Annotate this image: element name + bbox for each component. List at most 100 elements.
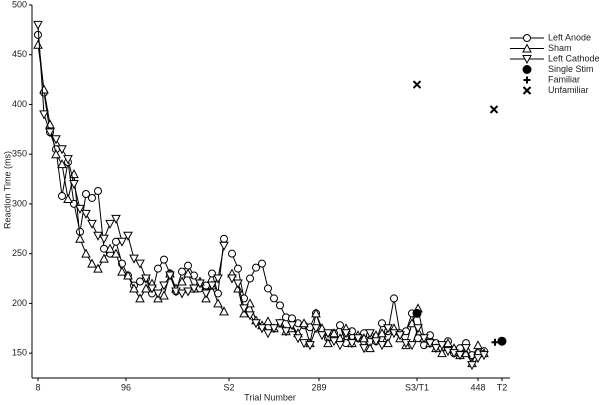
marker — [147, 284, 157, 294]
marker — [39, 84, 49, 94]
legend-label: Unfamiliar — [548, 85, 589, 95]
marker — [276, 301, 284, 310]
marker — [99, 253, 109, 263]
marker — [183, 287, 193, 297]
marker — [390, 294, 398, 303]
marker — [105, 219, 115, 229]
y-tick-label: 450 — [12, 49, 27, 59]
marker — [412, 80, 422, 89]
marker — [359, 344, 369, 354]
marker — [252, 263, 260, 272]
legend-marker — [523, 76, 531, 84]
y-tick-label: 300 — [12, 198, 27, 208]
marker — [39, 110, 49, 120]
x-axis-label: Trial Number — [244, 392, 296, 402]
marker — [81, 209, 91, 219]
marker — [141, 283, 151, 293]
x-tick-label: 8 — [35, 382, 40, 392]
marker — [135, 259, 145, 269]
series — [33, 39, 489, 368]
marker — [129, 254, 139, 264]
marker — [264, 284, 272, 293]
marker — [455, 351, 465, 361]
marker — [123, 270, 133, 280]
marker — [311, 324, 321, 334]
marker — [413, 309, 421, 317]
legend-marker — [523, 34, 531, 42]
marker — [213, 298, 223, 308]
marker — [305, 341, 315, 351]
marker — [141, 274, 151, 284]
marker — [479, 351, 489, 361]
marker — [425, 339, 435, 349]
marker — [82, 189, 90, 198]
marker — [129, 283, 139, 293]
marker — [246, 274, 254, 283]
y-tick-label: 150 — [12, 348, 27, 358]
marker — [81, 248, 91, 258]
marker — [159, 281, 169, 291]
marker — [88, 193, 96, 202]
marker — [443, 338, 453, 348]
marker — [377, 328, 387, 338]
marker — [69, 180, 79, 190]
marker — [51, 149, 61, 159]
marker — [111, 214, 121, 224]
y-tick-label: 500 — [12, 0, 27, 9]
marker — [287, 321, 297, 331]
marker — [299, 318, 309, 328]
x-tick-label: 96 — [121, 382, 131, 392]
marker — [33, 39, 43, 49]
marker — [201, 289, 211, 299]
legend-marker — [522, 43, 532, 53]
marker — [467, 361, 477, 371]
marker — [431, 344, 441, 354]
x-tick-label: T2 — [497, 382, 508, 392]
marker — [359, 333, 369, 343]
legend-label: Left Anode — [548, 32, 591, 42]
marker — [365, 343, 375, 353]
marker — [288, 314, 296, 323]
marker — [63, 193, 73, 203]
legend-label: Left Cathode — [548, 53, 600, 63]
marker — [233, 279, 243, 289]
marker — [365, 329, 375, 339]
marker — [251, 319, 261, 329]
marker — [461, 344, 471, 354]
marker — [257, 324, 267, 334]
y-tick-label: 250 — [12, 248, 27, 258]
marker — [189, 284, 199, 294]
marker — [159, 290, 169, 300]
marker — [160, 255, 168, 264]
marker — [311, 308, 321, 318]
marker — [269, 324, 279, 334]
marker — [335, 341, 345, 351]
marker — [184, 261, 192, 270]
legend-marker — [522, 86, 532, 95]
marker — [353, 334, 363, 344]
marker — [213, 274, 223, 284]
marker — [58, 191, 66, 200]
marker — [219, 241, 229, 251]
marker — [94, 187, 102, 196]
marker — [473, 340, 483, 350]
marker — [323, 329, 333, 339]
marker — [263, 316, 273, 326]
series — [33, 20, 489, 371]
marker — [263, 329, 273, 339]
x-tick-label: S3/T1 — [405, 382, 429, 392]
marker — [57, 159, 67, 169]
series — [413, 309, 499, 346]
marker — [407, 341, 417, 351]
marker — [239, 304, 249, 314]
marker — [258, 259, 266, 268]
marker — [75, 233, 85, 243]
y-tick-label: 200 — [12, 298, 27, 308]
marker — [99, 234, 109, 244]
marker — [234, 264, 242, 273]
marker — [75, 204, 85, 214]
marker — [183, 268, 193, 278]
marker — [123, 231, 133, 241]
marker — [228, 249, 236, 258]
